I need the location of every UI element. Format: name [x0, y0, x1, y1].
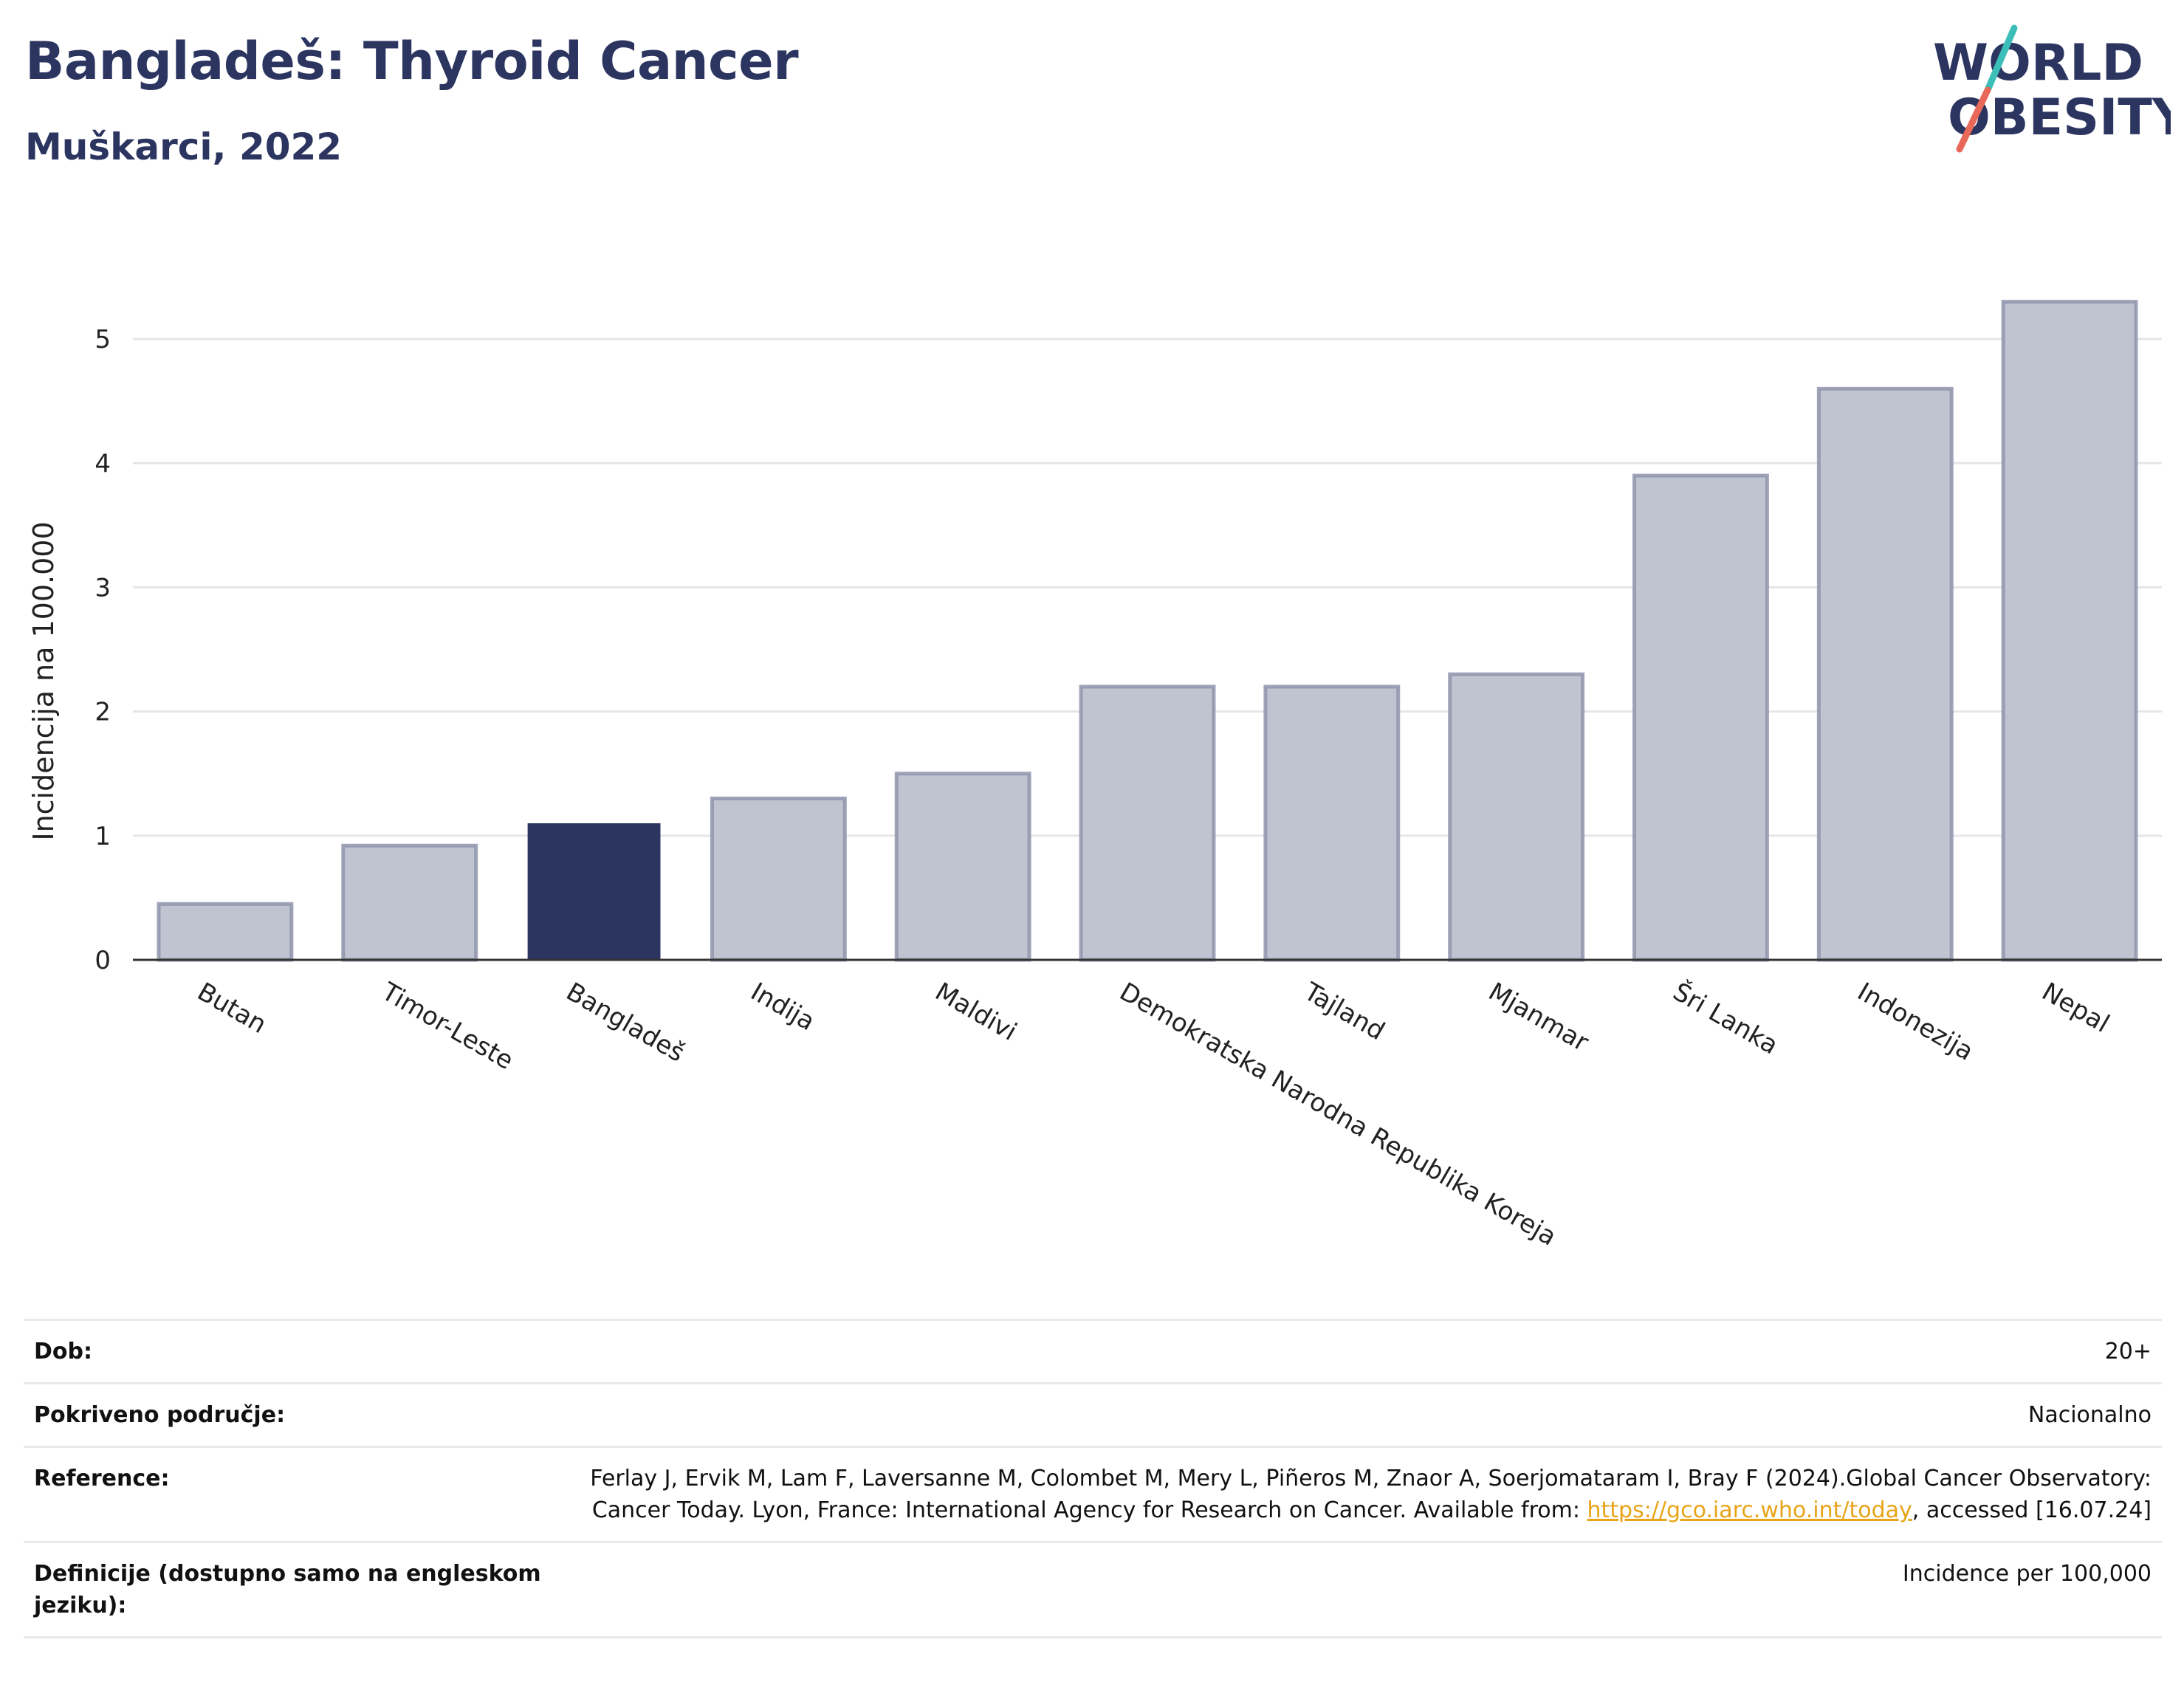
bar-2[interactable]	[527, 823, 661, 960]
y-tick-label: 5	[95, 325, 111, 354]
info-table: Dob: 20+ Pokriveno područje: Nacionalno …	[24, 1319, 2162, 1638]
bar-chart: 0 1 2 3 4 5 Butan Timor-Leste Bangladeš Indija Ma…	[27, 300, 2162, 1252]
bar-9[interactable]	[1816, 386, 1954, 962]
x-tick-label: Nepal	[2037, 977, 2115, 1039]
bar-0[interactable]	[157, 902, 294, 962]
logo-line-1: WORLD	[1933, 34, 2143, 92]
y-axis-label: Incidencija na 100.000	[27, 521, 60, 840]
bar-6[interactable]	[1263, 684, 1401, 962]
info-value-definitions: Incidence per 100,000	[1902, 1561, 2152, 1587]
bars	[157, 300, 2138, 962]
y-tick-label: 3	[95, 573, 111, 602]
reference-accessed: , accessed [16.07.24]	[1912, 1497, 2152, 1523]
x-tick-label: Bangladeš	[561, 977, 690, 1068]
info-label-coverage: Pokriveno područje:	[34, 1402, 286, 1428]
bar-7[interactable]	[1448, 672, 1585, 962]
x-tick-label: Šri Lanka	[1668, 976, 1784, 1060]
bar-10[interactable]	[2001, 300, 2138, 962]
info-value-coverage: Nacionalno	[2027, 1402, 2152, 1428]
info-row-age: Dob: 20+	[24, 1319, 2162, 1382]
info-value-age: 20+	[2104, 1339, 2152, 1364]
info-label-definitions: Definicije (dostupno samo na engleskom j…	[34, 1561, 541, 1618]
page-subtitle: Muškarci, 2022	[25, 126, 343, 168]
info-row-definitions: Definicije (dostupno samo na engleskom j…	[24, 1541, 2162, 1638]
x-axis-labels: Butan Timor-Leste Bangladeš Indija Maldivi De…	[192, 976, 2114, 1252]
bar-5[interactable]	[1079, 684, 1216, 962]
y-tick-label: 1	[95, 822, 111, 851]
info-label-reference: Reference:	[34, 1466, 170, 1491]
x-tick-label: Timor-Leste	[376, 977, 518, 1076]
reference-text: Ferlay J, Ervik M, Lam F, Laversanne M, …	[590, 1466, 2152, 1523]
x-tick-label: Tajland	[1298, 977, 1390, 1047]
y-axis-ticks: 0 1 2 3 4 5	[95, 325, 111, 975]
x-tick-label: Indija	[746, 977, 820, 1037]
bar-8[interactable]	[1632, 473, 1769, 962]
logo-slash-bottom	[1956, 86, 1991, 153]
info-value-reference: Ferlay J, Ervik M, Lam F, Laversanne M, …	[564, 1448, 2162, 1541]
logo-slash-top	[1984, 24, 2018, 94]
x-tick-label: Indonezija	[1852, 977, 1979, 1067]
info-row-reference: Reference: Ferlay J, Ervik M, Lam F, Lav…	[24, 1446, 2162, 1541]
bar-3[interactable]	[710, 796, 847, 962]
x-tick-label: Maldivi	[930, 977, 1022, 1047]
page-title: Bangladeš: Thyroid Cancer	[25, 31, 799, 92]
info-row-coverage: Pokriveno područje: Nacionalno	[24, 1382, 2162, 1446]
info-label-age: Dob:	[34, 1339, 92, 1364]
x-tick-label: Mjanmar	[1483, 977, 1593, 1057]
bar-1[interactable]	[341, 843, 478, 962]
y-tick-label: 2	[95, 698, 111, 727]
bar-4[interactable]	[894, 772, 1031, 962]
x-tick-label: Butan	[192, 977, 271, 1040]
y-tick-label: 4	[95, 449, 111, 478]
world-obesity-logo: WORLD OBESITY	[1933, 24, 2171, 153]
reference-link[interactable]: https://gco.iarc.who.int/today	[1587, 1497, 1912, 1523]
y-tick-label: 0	[95, 946, 111, 975]
